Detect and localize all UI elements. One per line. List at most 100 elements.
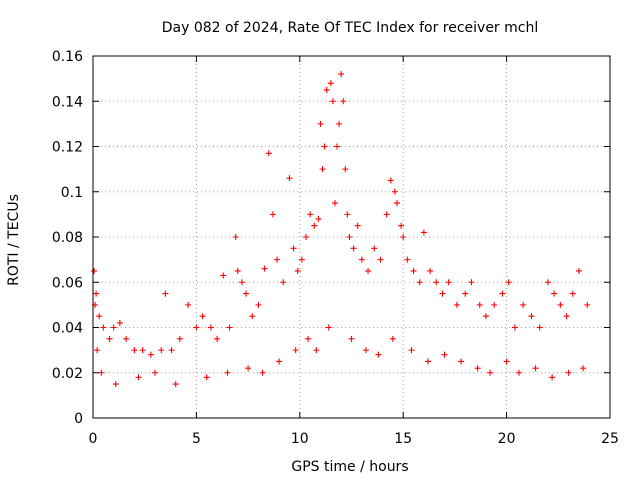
data-point: [575, 267, 582, 274]
data-point: [584, 301, 591, 308]
x-tick-label: 25: [601, 431, 619, 447]
data-point: [294, 267, 301, 274]
data-point: [358, 256, 365, 263]
y-tick-label: 0.04: [52, 321, 83, 337]
data-point: [298, 256, 305, 263]
data-point: [468, 279, 475, 286]
data-point: [377, 256, 384, 263]
data-point: [158, 347, 165, 354]
data-point: [362, 347, 369, 354]
data-point: [536, 324, 543, 331]
data-point: [199, 313, 206, 320]
data-point: [152, 369, 159, 376]
data-point: [100, 324, 107, 331]
data-point: [404, 256, 411, 263]
data-point: [203, 374, 210, 381]
data-point: [325, 324, 332, 331]
data-point: [112, 381, 119, 388]
data-point: [371, 245, 378, 252]
data-point: [410, 267, 417, 274]
data-point: [319, 166, 326, 173]
data-point: [96, 313, 103, 320]
data-point: [336, 120, 343, 127]
data-point: [338, 71, 345, 78]
x-tick-label: 20: [498, 431, 516, 447]
x-axis-label: GPS time / hours: [291, 459, 408, 475]
data-point: [135, 374, 142, 381]
y-tick-label: 0.16: [52, 49, 83, 65]
data-point: [123, 335, 130, 342]
data-point: [261, 265, 268, 272]
data-point: [249, 313, 256, 320]
data-point: [365, 267, 372, 274]
data-point: [321, 143, 328, 150]
data-point: [476, 301, 483, 308]
data-point: [487, 369, 494, 376]
data-point: [439, 290, 446, 297]
data-point: [391, 188, 398, 195]
data-point: [214, 335, 221, 342]
y-tick-label: 0.08: [52, 230, 83, 246]
data-point: [232, 234, 239, 240]
y-tick-label: 0.06: [52, 275, 83, 291]
data-point: [162, 290, 169, 297]
y-axis-label: ROTI / TECUs: [6, 194, 22, 286]
data-point: [311, 222, 318, 229]
data-point: [234, 267, 241, 274]
y-tick-label: 0: [74, 411, 83, 427]
data-point: [331, 200, 338, 207]
data-point: [265, 150, 272, 157]
data-point: [226, 324, 233, 331]
data-point: [387, 177, 394, 184]
data-point: [505, 279, 512, 286]
data-point: [292, 347, 299, 354]
data-point: [340, 98, 347, 105]
data-point: [453, 301, 460, 308]
data-point: [389, 335, 396, 342]
data-point: [110, 324, 117, 331]
data-point: [139, 347, 146, 354]
y-tick-label: 0.12: [52, 140, 83, 156]
data-point: [116, 319, 123, 326]
data-point: [342, 166, 349, 173]
x-tick-label: 0: [89, 431, 98, 447]
data-point: [474, 365, 481, 372]
data-point: [462, 290, 469, 297]
data-point: [93, 290, 100, 297]
data-point: [491, 301, 498, 308]
data-point: [425, 358, 432, 365]
data-point: [499, 290, 506, 297]
data-point: [551, 290, 558, 297]
data-point: [528, 313, 535, 320]
data-point: [398, 222, 405, 229]
data-point: [315, 215, 322, 222]
data-point: [557, 301, 564, 308]
data-point: [317, 120, 324, 127]
data-point: [563, 313, 570, 320]
data-point: [106, 335, 113, 342]
data-point: [416, 279, 423, 286]
data-point: [580, 365, 587, 372]
data-point: [303, 234, 310, 240]
data-point: [482, 313, 489, 320]
data-point: [408, 347, 415, 354]
data-point: [503, 358, 510, 365]
data-point: [375, 351, 382, 358]
data-point: [245, 365, 252, 372]
data-point: [94, 347, 101, 354]
y-tick-label: 0.02: [52, 366, 83, 382]
data-point: [98, 369, 105, 376]
data-point: [224, 369, 231, 376]
data-point: [238, 279, 245, 286]
data-point: [176, 335, 183, 342]
x-tick-label: 5: [192, 431, 201, 447]
data-point: [544, 279, 551, 286]
data-point: [549, 374, 556, 381]
data-point: [193, 324, 200, 331]
data-point: [259, 369, 266, 376]
y-tick-label: 0.14: [52, 94, 83, 110]
data-point: [354, 222, 361, 229]
data-point: [565, 369, 572, 376]
data-point: [334, 143, 341, 150]
